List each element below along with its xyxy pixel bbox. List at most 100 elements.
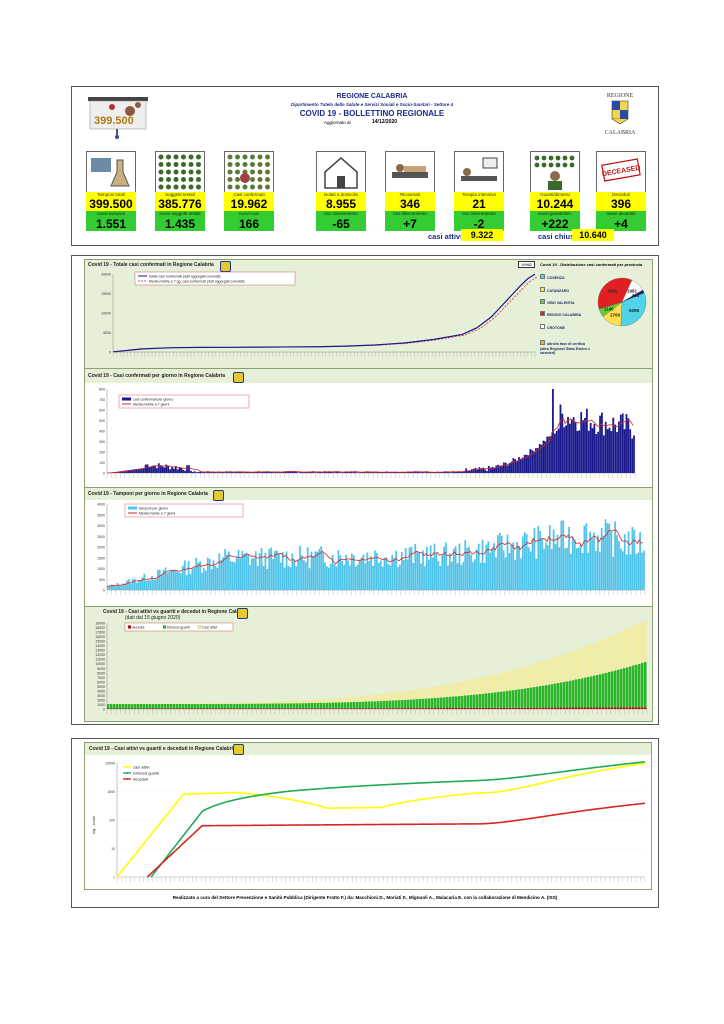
c3-bar xyxy=(237,549,240,590)
c3-bar xyxy=(118,584,121,590)
c2-bar xyxy=(604,421,607,473)
c2-bar xyxy=(203,472,205,473)
c4-stack-bar xyxy=(257,702,260,704)
c2-bar xyxy=(376,471,379,473)
c4-stack-bar xyxy=(212,703,215,704)
c3-tick-label: 4000 xyxy=(97,503,105,507)
c4-stack-bar xyxy=(611,671,614,708)
c2-bar xyxy=(420,472,422,473)
c2-bar xyxy=(184,470,187,473)
tile-label: Terapia intensiva xyxy=(454,192,504,198)
tile-label: Deceduti xyxy=(596,192,646,198)
c3-bar xyxy=(358,559,361,590)
c3-bar xyxy=(224,549,226,590)
c2-bar xyxy=(248,472,251,473)
c2-bar xyxy=(453,471,456,473)
c4-stack-bar xyxy=(296,700,299,704)
c4-stack-bar xyxy=(572,707,575,709)
c3-bar xyxy=(203,568,205,590)
c2-bar xyxy=(533,451,535,473)
closed-cases-value: 10.640 xyxy=(572,229,614,241)
c4-stack-bar xyxy=(185,703,188,704)
lab-icon-graphic xyxy=(91,158,130,187)
c1-tick-label: 20000 xyxy=(101,273,111,277)
c4-stack-bar xyxy=(335,708,338,709)
c2-bar xyxy=(165,464,168,473)
c2-bar xyxy=(137,468,139,473)
c2-bar xyxy=(395,472,398,473)
c4-stack-bar xyxy=(494,707,497,709)
c3-bar xyxy=(318,548,321,590)
c3-bar xyxy=(498,532,501,590)
c4-stack-bar xyxy=(263,708,266,709)
c2-bar xyxy=(216,472,219,473)
c4-stack-bar xyxy=(491,707,494,709)
c4-stack-bar xyxy=(224,703,227,709)
c4-stack-bar xyxy=(587,645,590,677)
c2-bar xyxy=(272,472,275,473)
c4-stack-bar xyxy=(308,703,311,709)
c4-stack-bar xyxy=(431,698,434,709)
c4-stack-bar xyxy=(167,703,170,704)
c4-stack-bar xyxy=(629,707,632,709)
closed-cases-label: casi chiusi xyxy=(538,232,577,241)
header-panel: 399.500 REGIONE CALABRIA Dipartimento Tu… xyxy=(71,86,659,246)
c4-stack-bar xyxy=(356,701,359,709)
c3-bar xyxy=(172,569,175,590)
c3-bar xyxy=(412,563,415,590)
c2-tick-label: 300 xyxy=(99,440,105,444)
c4-stack-bar xyxy=(338,708,341,709)
tile-sub-value: 1.435 xyxy=(155,217,205,231)
c4-stack-bar xyxy=(638,663,641,708)
c3-bar xyxy=(424,566,426,590)
c4-tick-label: 10000 xyxy=(95,662,105,666)
c2-bar xyxy=(621,413,624,473)
c2-bar xyxy=(614,424,617,473)
c2-legend-box xyxy=(118,394,250,409)
c4-stack-bar xyxy=(338,702,341,709)
c4-stack-bar xyxy=(527,665,530,688)
c4-stack-bar xyxy=(299,700,302,704)
c5-legend-label: casi attivi xyxy=(133,764,150,769)
c2-bar xyxy=(629,429,632,473)
c2-bar xyxy=(333,472,336,473)
c4-stack-bar xyxy=(167,703,170,709)
c3-bar xyxy=(506,534,509,590)
illustration-number: 399.500 xyxy=(94,115,134,127)
c4-stack-bar xyxy=(290,708,293,709)
c4-tick-label: 0 xyxy=(103,708,105,712)
c2-bar xyxy=(531,450,534,473)
c3-bar xyxy=(133,578,136,590)
c4-stack-bar xyxy=(545,707,548,709)
c3-bar xyxy=(449,553,451,590)
c4-stack-bar xyxy=(386,700,389,709)
c3-bar xyxy=(245,552,248,590)
c1-total-line xyxy=(112,273,536,353)
c2-bar xyxy=(382,472,385,473)
c4-stack-bar xyxy=(611,707,614,709)
c2-bar xyxy=(601,412,603,473)
c4-stack-bar xyxy=(377,701,380,709)
c4-stack-bar xyxy=(314,702,317,709)
daily-cases-title: Covid 19 - Casi confermati per giorno in… xyxy=(88,373,225,379)
c3-bar xyxy=(529,551,532,590)
c4-tick-label: 14000 xyxy=(95,644,105,648)
c4-stack-bar xyxy=(107,704,110,709)
c3-bar xyxy=(166,573,169,590)
c2-bar xyxy=(197,471,200,473)
c4-stack-bar xyxy=(134,704,137,709)
c3-bar xyxy=(431,557,434,590)
c3-bar xyxy=(591,538,593,590)
c2-bar xyxy=(610,431,613,473)
c4-legend-swatch xyxy=(162,625,167,629)
tile-label: Casi confermati xyxy=(224,192,274,198)
head xyxy=(550,171,560,181)
c3-bar xyxy=(158,569,161,590)
c4-stack-bar xyxy=(482,707,485,709)
c4-legend-swatch xyxy=(127,625,132,629)
people-grid-icon xyxy=(155,151,205,193)
person-dot xyxy=(227,162,233,167)
c4-stack-bar xyxy=(644,621,647,662)
person-dot xyxy=(188,177,194,182)
c2-bar xyxy=(191,471,194,473)
